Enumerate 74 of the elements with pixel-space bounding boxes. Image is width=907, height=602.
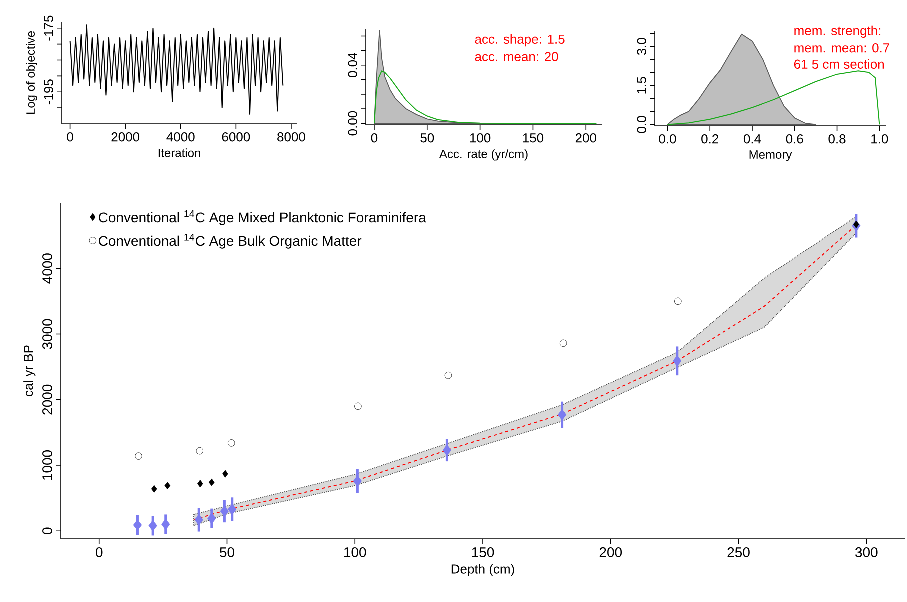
- point: [194, 514, 204, 526]
- legend-label: Conventional $^{14}$C Age Bulk Organic Matter: [99, 234, 362, 249]
- point: [220, 506, 230, 518]
- line-series: [70, 24, 284, 115]
- point: [442, 444, 452, 456]
- point: [133, 520, 142, 531]
- point: [209, 478, 215, 486]
- y-tick-label: 1000: [42, 450, 52, 480]
- x-tick-label: 0: [67, 132, 74, 142]
- point: [162, 518, 170, 530]
- x-tick-label: 0.2: [702, 134, 718, 144]
- x-tick-label: 0.8: [828, 134, 846, 144]
- x-tick-label: 6000: [222, 132, 250, 142]
- x-tick-label: 0.6: [786, 134, 804, 144]
- y-tick-label: 4000: [42, 254, 52, 284]
- x-tick-label: 200: [576, 134, 596, 143]
- x-tick-label: 250: [728, 548, 750, 558]
- y-tick-label: 0.00: [348, 111, 358, 136]
- point: [444, 372, 452, 380]
- x-axis-title: Depth (cm): [452, 564, 514, 576]
- y-tick-label: 0: [42, 528, 52, 534]
- annotation: acc. shape: 1.5: [475, 34, 565, 47]
- x-axis-title: Iteration: [158, 148, 200, 158]
- x-tick-label: 8000: [278, 132, 306, 142]
- point: [353, 476, 362, 487]
- y-axis-title: cal yr BP: [24, 346, 36, 396]
- x-tick-label: 150: [472, 548, 494, 558]
- x-tick-label: 100: [344, 548, 366, 558]
- y-tick-label: 2000: [42, 384, 52, 415]
- y-tick-label: 1.5: [637, 77, 646, 94]
- point: [151, 485, 158, 493]
- x-tick-label: 0: [371, 134, 378, 143]
- x-tick-label: 0.4: [744, 134, 762, 144]
- x-axis-title: Acc. rate (yr/cm): [439, 150, 528, 161]
- point: [135, 452, 142, 460]
- x-tick-label: 0.0: [659, 134, 676, 144]
- point: [196, 447, 204, 455]
- point: [228, 504, 237, 516]
- annotation: acc. mean: 20: [475, 52, 558, 62]
- point: [560, 340, 568, 348]
- x-tick-label: 2000: [112, 132, 140, 142]
- y-tick-label: -195: [44, 80, 54, 105]
- point: [222, 470, 228, 478]
- point: [354, 402, 362, 410]
- point: [197, 480, 204, 488]
- line-series: [374, 70, 598, 124]
- y-tick-label: -175: [44, 16, 54, 41]
- point: [208, 512, 216, 524]
- x-tick-label: 300: [856, 548, 878, 558]
- point: [164, 482, 171, 490]
- y-tick-label: 3.0: [637, 38, 646, 56]
- point: [854, 220, 860, 228]
- y-tick-label: 0.04: [348, 53, 358, 78]
- x-tick-label: 200: [600, 548, 622, 558]
- point: [228, 440, 236, 447]
- annotation: 61 5 cm section: [794, 59, 884, 70]
- x-tick-label: 50: [220, 548, 234, 558]
- x-tick-label: 150: [523, 134, 544, 143]
- point: [558, 409, 567, 421]
- x-tick-label: 0: [96, 548, 103, 558]
- x-tick-label: 1.0: [872, 134, 888, 144]
- point: [674, 298, 682, 306]
- x-axis-title: Memory: [750, 150, 792, 162]
- x-tick-label: 100: [470, 134, 491, 143]
- annotation: mem. strength:: [794, 26, 881, 38]
- y-axis-title: Log of objective: [26, 32, 38, 114]
- x-tick-label: 4000: [166, 132, 195, 142]
- annotation: mem. mean: 0.7: [794, 43, 890, 53]
- point: [148, 520, 158, 532]
- legend-label: Conventional $^{14}$C Age Mixed Planktonic Foraminifera: [99, 210, 426, 226]
- line-series: [667, 70, 880, 126]
- point: [673, 355, 682, 367]
- y-tick-label: 3000: [42, 319, 52, 350]
- x-tick-label: 50: [420, 134, 434, 143]
